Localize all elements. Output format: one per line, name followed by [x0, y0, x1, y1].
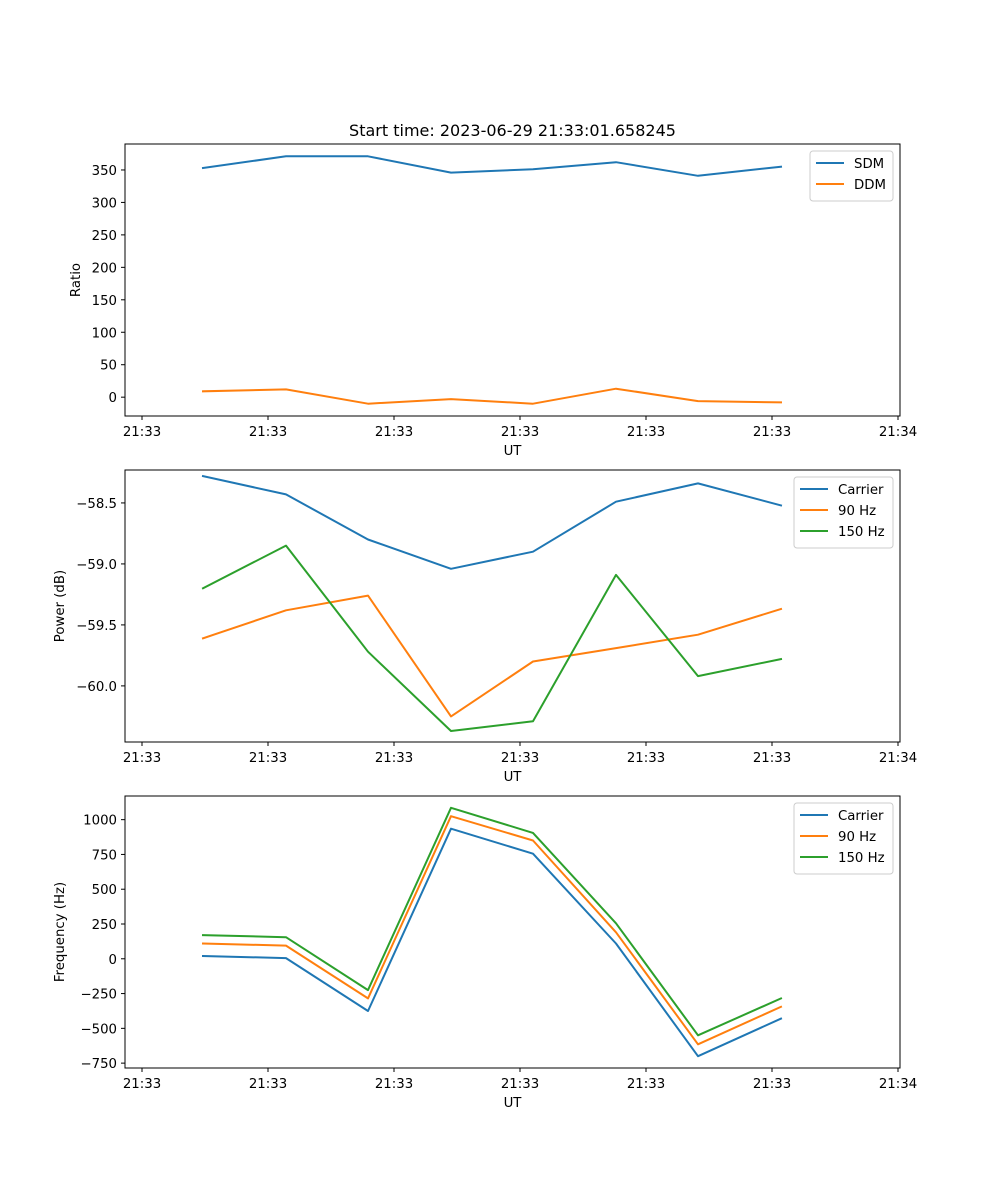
y-tick-label: 0 — [109, 953, 117, 968]
y-tick-label: 100 — [92, 326, 117, 341]
x-tick-label: 21:33 — [753, 751, 791, 766]
subplot-1: 21:33 21:33 21:33 21:33 21:33 21:33 21:34 0 50 10… — [69, 143, 917, 459]
plot-frame — [124, 795, 901, 1069]
series-line-150-hz — [201, 544, 783, 732]
x-axis-label: UT — [504, 1096, 523, 1111]
x-tick-label: 21:33 — [249, 751, 287, 766]
y-tick-label: 1000 — [83, 814, 117, 829]
series-line-ddm — [201, 387, 783, 405]
y-tick-label: −60.0 — [76, 680, 117, 695]
x-tick-label: 21:33 — [753, 425, 791, 440]
x-tick-label: 21:34 — [879, 425, 917, 440]
y-axis-label: Frequency (Hz) — [53, 882, 68, 982]
legend-label: 150 Hz — [838, 525, 885, 540]
series-line-carrier — [201, 474, 783, 570]
x-tick-label: 21:33 — [375, 751, 413, 766]
x-tick-label: 21:33 — [123, 1077, 161, 1092]
plot-frame — [124, 143, 901, 417]
y-tick-label: 250 — [92, 918, 117, 933]
plot-frame — [124, 469, 901, 743]
x-tick-label: 21:33 — [249, 1077, 287, 1092]
x-axis-label: UT — [504, 444, 523, 459]
legend: Carrier 90 Hz 150 Hz — [793, 802, 894, 875]
y-tick-label: −750 — [80, 1057, 117, 1072]
series-line-90-hz — [201, 594, 783, 718]
y-tick-label: 0 — [109, 391, 117, 406]
x-tick-label: 21:33 — [249, 425, 287, 440]
y-axis-label: Ratio — [69, 263, 84, 297]
x-tick-label: 21:33 — [501, 425, 539, 440]
y-tick-label: 150 — [92, 294, 117, 309]
x-tick-label: 21:33 — [627, 1077, 665, 1092]
y-tick-label: −59.0 — [76, 558, 117, 573]
x-tick-label: 21:33 — [501, 1077, 539, 1092]
x-tick-label: 21:33 — [375, 425, 413, 440]
subplot-2: 21:33 21:33 21:33 21:33 21:33 21:33 21:34 −60.0… — [53, 469, 917, 785]
y-tick-label: −58.5 — [76, 497, 117, 512]
y-tick-label: 250 — [92, 229, 117, 244]
legend: Carrier 90 Hz 150 Hz — [793, 476, 894, 549]
x-tick-label: 21:33 — [627, 751, 665, 766]
chart-title: Start time: 2023-06-29 21:33:01.658245 — [349, 121, 676, 140]
y-tick-label: −500 — [80, 1022, 117, 1037]
series-line-sdm — [201, 155, 783, 177]
x-tick-label: 21:33 — [501, 751, 539, 766]
legend: SDM DDM — [809, 150, 894, 202]
x-tick-label: 21:34 — [879, 1077, 917, 1092]
y-axis-label: Power (dB) — [53, 570, 68, 642]
legend-label: 150 Hz — [838, 851, 885, 866]
legend-label: SDM — [854, 157, 884, 172]
x-tick-label: 21:33 — [753, 1077, 791, 1092]
y-tick-label: 500 — [92, 883, 117, 898]
y-tick-label: −250 — [80, 988, 117, 1003]
x-tick-label: 21:34 — [879, 751, 917, 766]
series-line-90-hz — [201, 815, 783, 1046]
legend-label: Carrier — [838, 483, 884, 498]
legend-label: 90 Hz — [838, 504, 876, 519]
x-tick-label: 21:33 — [123, 751, 161, 766]
subplot-3: 21:33 21:33 21:33 21:33 21:33 21:33 21:34 −750 −… — [53, 795, 917, 1111]
legend-label: Carrier — [838, 809, 884, 824]
y-tick-label: 200 — [92, 261, 117, 276]
x-tick-label: 21:33 — [627, 425, 665, 440]
legend-label: 90 Hz — [838, 830, 876, 845]
y-tick-label: −59.5 — [76, 619, 117, 634]
y-tick-label: 350 — [92, 164, 117, 179]
x-axis-label: UT — [504, 770, 523, 785]
series-line-carrier — [201, 827, 783, 1058]
x-tick-label: 21:33 — [375, 1077, 413, 1092]
x-tick-label: 21:33 — [123, 425, 161, 440]
y-tick-label: 750 — [92, 848, 117, 863]
series-line-150-hz — [201, 806, 783, 1037]
y-tick-label: 300 — [92, 196, 117, 211]
legend-label: DDM — [854, 178, 886, 193]
y-tick-label: 50 — [100, 359, 117, 374]
